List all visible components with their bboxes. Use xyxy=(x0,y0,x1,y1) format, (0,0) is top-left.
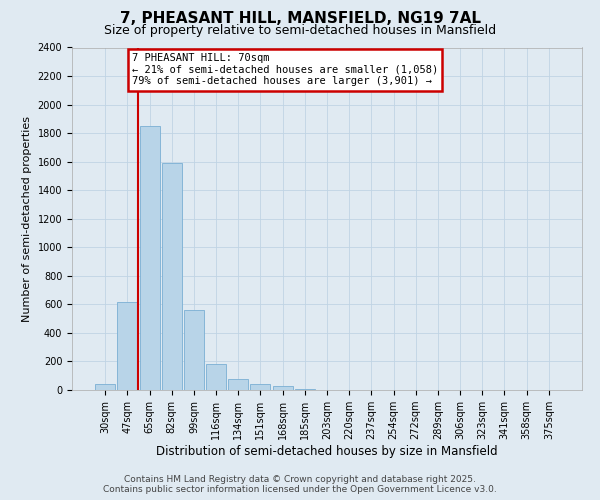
Bar xyxy=(228,380,248,390)
Y-axis label: Number of semi-detached properties: Number of semi-detached properties xyxy=(22,116,32,322)
Bar xyxy=(272,386,293,390)
Text: Size of property relative to semi-detached houses in Mansfield: Size of property relative to semi-detach… xyxy=(104,24,496,37)
Text: 7, PHEASANT HILL, MANSFIELD, NG19 7AL: 7, PHEASANT HILL, MANSFIELD, NG19 7AL xyxy=(119,11,481,26)
Bar xyxy=(206,364,226,390)
Bar xyxy=(118,302,137,390)
Bar xyxy=(250,384,271,390)
Bar xyxy=(184,310,204,390)
Text: Contains HM Land Registry data © Crown copyright and database right 2025.
Contai: Contains HM Land Registry data © Crown c… xyxy=(103,474,497,494)
Bar xyxy=(95,384,115,390)
Bar xyxy=(162,163,182,390)
Text: 7 PHEASANT HILL: 70sqm
← 21% of semi-detached houses are smaller (1,058)
79% of : 7 PHEASANT HILL: 70sqm ← 21% of semi-det… xyxy=(132,53,438,86)
Bar xyxy=(140,126,160,390)
X-axis label: Distribution of semi-detached houses by size in Mansfield: Distribution of semi-detached houses by … xyxy=(156,445,498,458)
